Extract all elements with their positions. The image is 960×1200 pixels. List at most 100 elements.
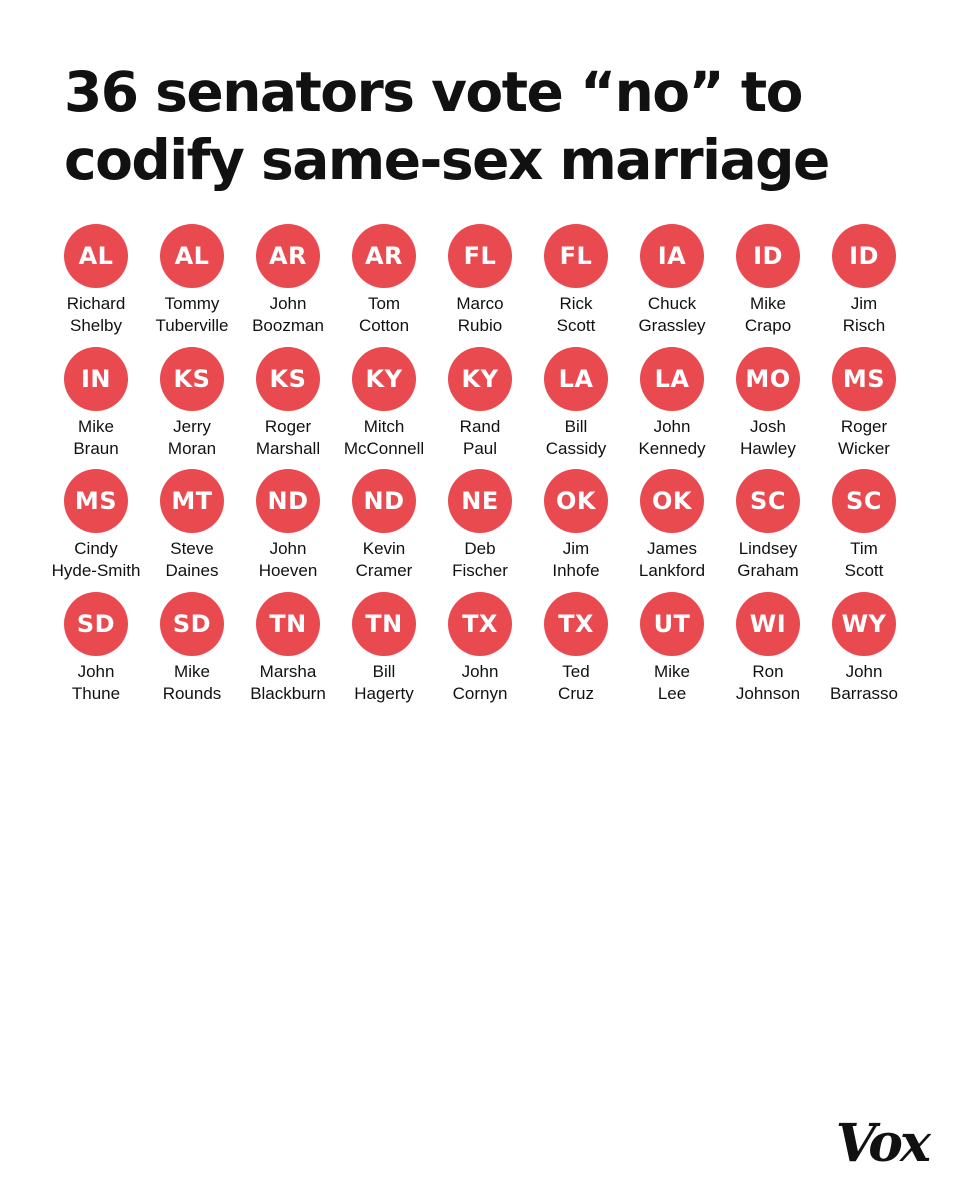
page-title: 36 senators vote “no” to codify same-sex…: [64, 60, 830, 192]
state-badge: MS: [832, 346, 896, 411]
senator-last-name: Cassidy: [545, 438, 607, 458]
state-badge: LA: [544, 346, 608, 411]
state-badge: KS: [160, 346, 224, 411]
senator-name: Mike Rounds: [144, 661, 240, 705]
senator-card: KY Mitch McConnell: [336, 346, 432, 470]
senator-name: Rand Paul: [432, 416, 528, 460]
senator-first-name: Bill: [564, 416, 588, 436]
senator-first-name: Mike: [78, 416, 114, 436]
state-badge: AR: [352, 224, 416, 288]
senator-first-name: Lindsey: [738, 539, 798, 558]
senator-first-name: Rick: [559, 294, 593, 313]
state-badge: KY: [352, 346, 416, 411]
senator-first-name: Roger: [264, 416, 312, 436]
senator-last-name: Barrasso: [829, 683, 899, 703]
state-badge: TX: [544, 591, 608, 656]
senator-card: TX John Cornyn: [432, 591, 528, 715]
senator-name: Tom Cotton: [336, 293, 432, 337]
senator-last-name: Hoeven: [258, 561, 318, 580]
senator-last-name: Boozman: [252, 316, 324, 335]
senator-last-name: Wicker: [838, 438, 890, 458]
state-badge: LA: [640, 346, 704, 411]
senator-card: KY Rand Paul: [432, 346, 528, 470]
state-badge: UT: [640, 591, 704, 656]
senator-first-name: Mike: [174, 661, 210, 681]
senator-name: Bill Hagerty: [336, 661, 432, 705]
state-badge: NE: [448, 469, 512, 533]
state-badge: TN: [352, 591, 416, 656]
senator-card: KS Roger Marshall: [240, 346, 336, 470]
senator-card: FL Rick Scott: [528, 224, 624, 347]
senator-last-name: Rubio: [457, 316, 503, 335]
senator-first-name: Tommy: [164, 294, 220, 313]
senator-first-name: Kevin: [362, 539, 406, 558]
senator-name: Bill Cassidy: [528, 416, 624, 460]
senator-card: SC Tim Scott: [816, 469, 912, 592]
senator-first-name: James: [646, 539, 698, 558]
senator-first-name: Steve: [170, 539, 214, 558]
state-badge: SC: [832, 469, 896, 533]
senator-first-name: Deb: [464, 539, 496, 558]
senator-last-name: Grassley: [638, 316, 706, 335]
state-badge: MT: [160, 469, 224, 533]
senator-last-name: Blackburn: [250, 683, 326, 703]
state-badge: KS: [256, 346, 320, 411]
senator-first-name: Marco: [456, 294, 504, 313]
senator-last-name: Hawley: [740, 438, 796, 458]
senator-card: SC Lindsey Graham: [720, 469, 816, 592]
senator-first-name: Mike: [750, 294, 786, 313]
senator-name: Jim Risch: [816, 293, 912, 337]
senator-name: Mitch McConnell: [336, 416, 432, 460]
senator-name: Marco Rubio: [432, 293, 528, 337]
senator-card: WI Ron Johnson: [720, 591, 816, 715]
senator-name: Rick Scott: [528, 293, 624, 337]
senator-name: Jim Inhofe: [528, 538, 624, 582]
senator-card: TX Ted Cruz: [528, 591, 624, 715]
senator-card: AR John Boozman: [240, 224, 336, 347]
senator-grid: AL Richard Shelby AL Tommy Tuberville AR John Bo…: [48, 224, 912, 714]
senator-first-name: Jim: [850, 294, 878, 313]
state-badge: IN: [64, 346, 128, 411]
senator-name: James Lankford: [624, 538, 720, 582]
senator-name: Cindy Hyde-Smith: [48, 538, 144, 582]
senator-first-name: Ron: [752, 661, 784, 681]
senator-last-name: Scott: [556, 316, 596, 335]
senator-first-name: John: [653, 416, 691, 436]
senator-name: Mike Lee: [624, 661, 720, 705]
senator-name: Ted Cruz: [528, 661, 624, 705]
senator-card: NE Deb Fischer: [432, 469, 528, 592]
state-badge: OK: [640, 469, 704, 533]
senator-last-name: Johnson: [735, 683, 801, 703]
senator-card: OK Jim Inhofe: [528, 469, 624, 592]
senator-name: Ron Johnson: [720, 661, 816, 705]
senator-card: MT Steve Daines: [144, 469, 240, 592]
state-badge: ND: [352, 469, 416, 533]
senator-last-name: Daines: [165, 561, 219, 580]
senator-first-name: Mitch: [363, 416, 405, 436]
senator-card: OK James Lankford: [624, 469, 720, 592]
senator-last-name: Cruz: [558, 683, 594, 703]
state-badge: KY: [448, 346, 512, 411]
senator-card: SD Mike Rounds: [144, 591, 240, 715]
senator-card: LA Bill Cassidy: [528, 346, 624, 470]
senator-name: John Hoeven: [240, 538, 336, 582]
state-badge: ID: [736, 224, 800, 288]
senator-card: ND John Hoeven: [240, 469, 336, 592]
senator-name: Mike Braun: [48, 416, 144, 460]
senator-name: John Thune: [48, 661, 144, 705]
state-badge: OK: [544, 469, 608, 533]
senator-name: Steve Daines: [144, 538, 240, 582]
senator-card: SD John Thune: [48, 591, 144, 715]
senator-first-name: John: [77, 661, 115, 681]
senator-name: Richard Shelby: [48, 293, 144, 337]
senator-last-name: Lee: [657, 683, 687, 703]
senator-last-name: Crapo: [744, 316, 792, 335]
senator-first-name: Chuck: [647, 294, 697, 313]
senator-last-name: Cornyn: [452, 683, 508, 703]
senator-last-name: Braun: [73, 438, 119, 458]
state-badge: IA: [640, 224, 704, 288]
senator-last-name: Graham: [737, 561, 799, 580]
senator-first-name: Tim: [850, 539, 878, 558]
senator-card: UT Mike Lee: [624, 591, 720, 715]
state-badge: FL: [448, 224, 512, 288]
